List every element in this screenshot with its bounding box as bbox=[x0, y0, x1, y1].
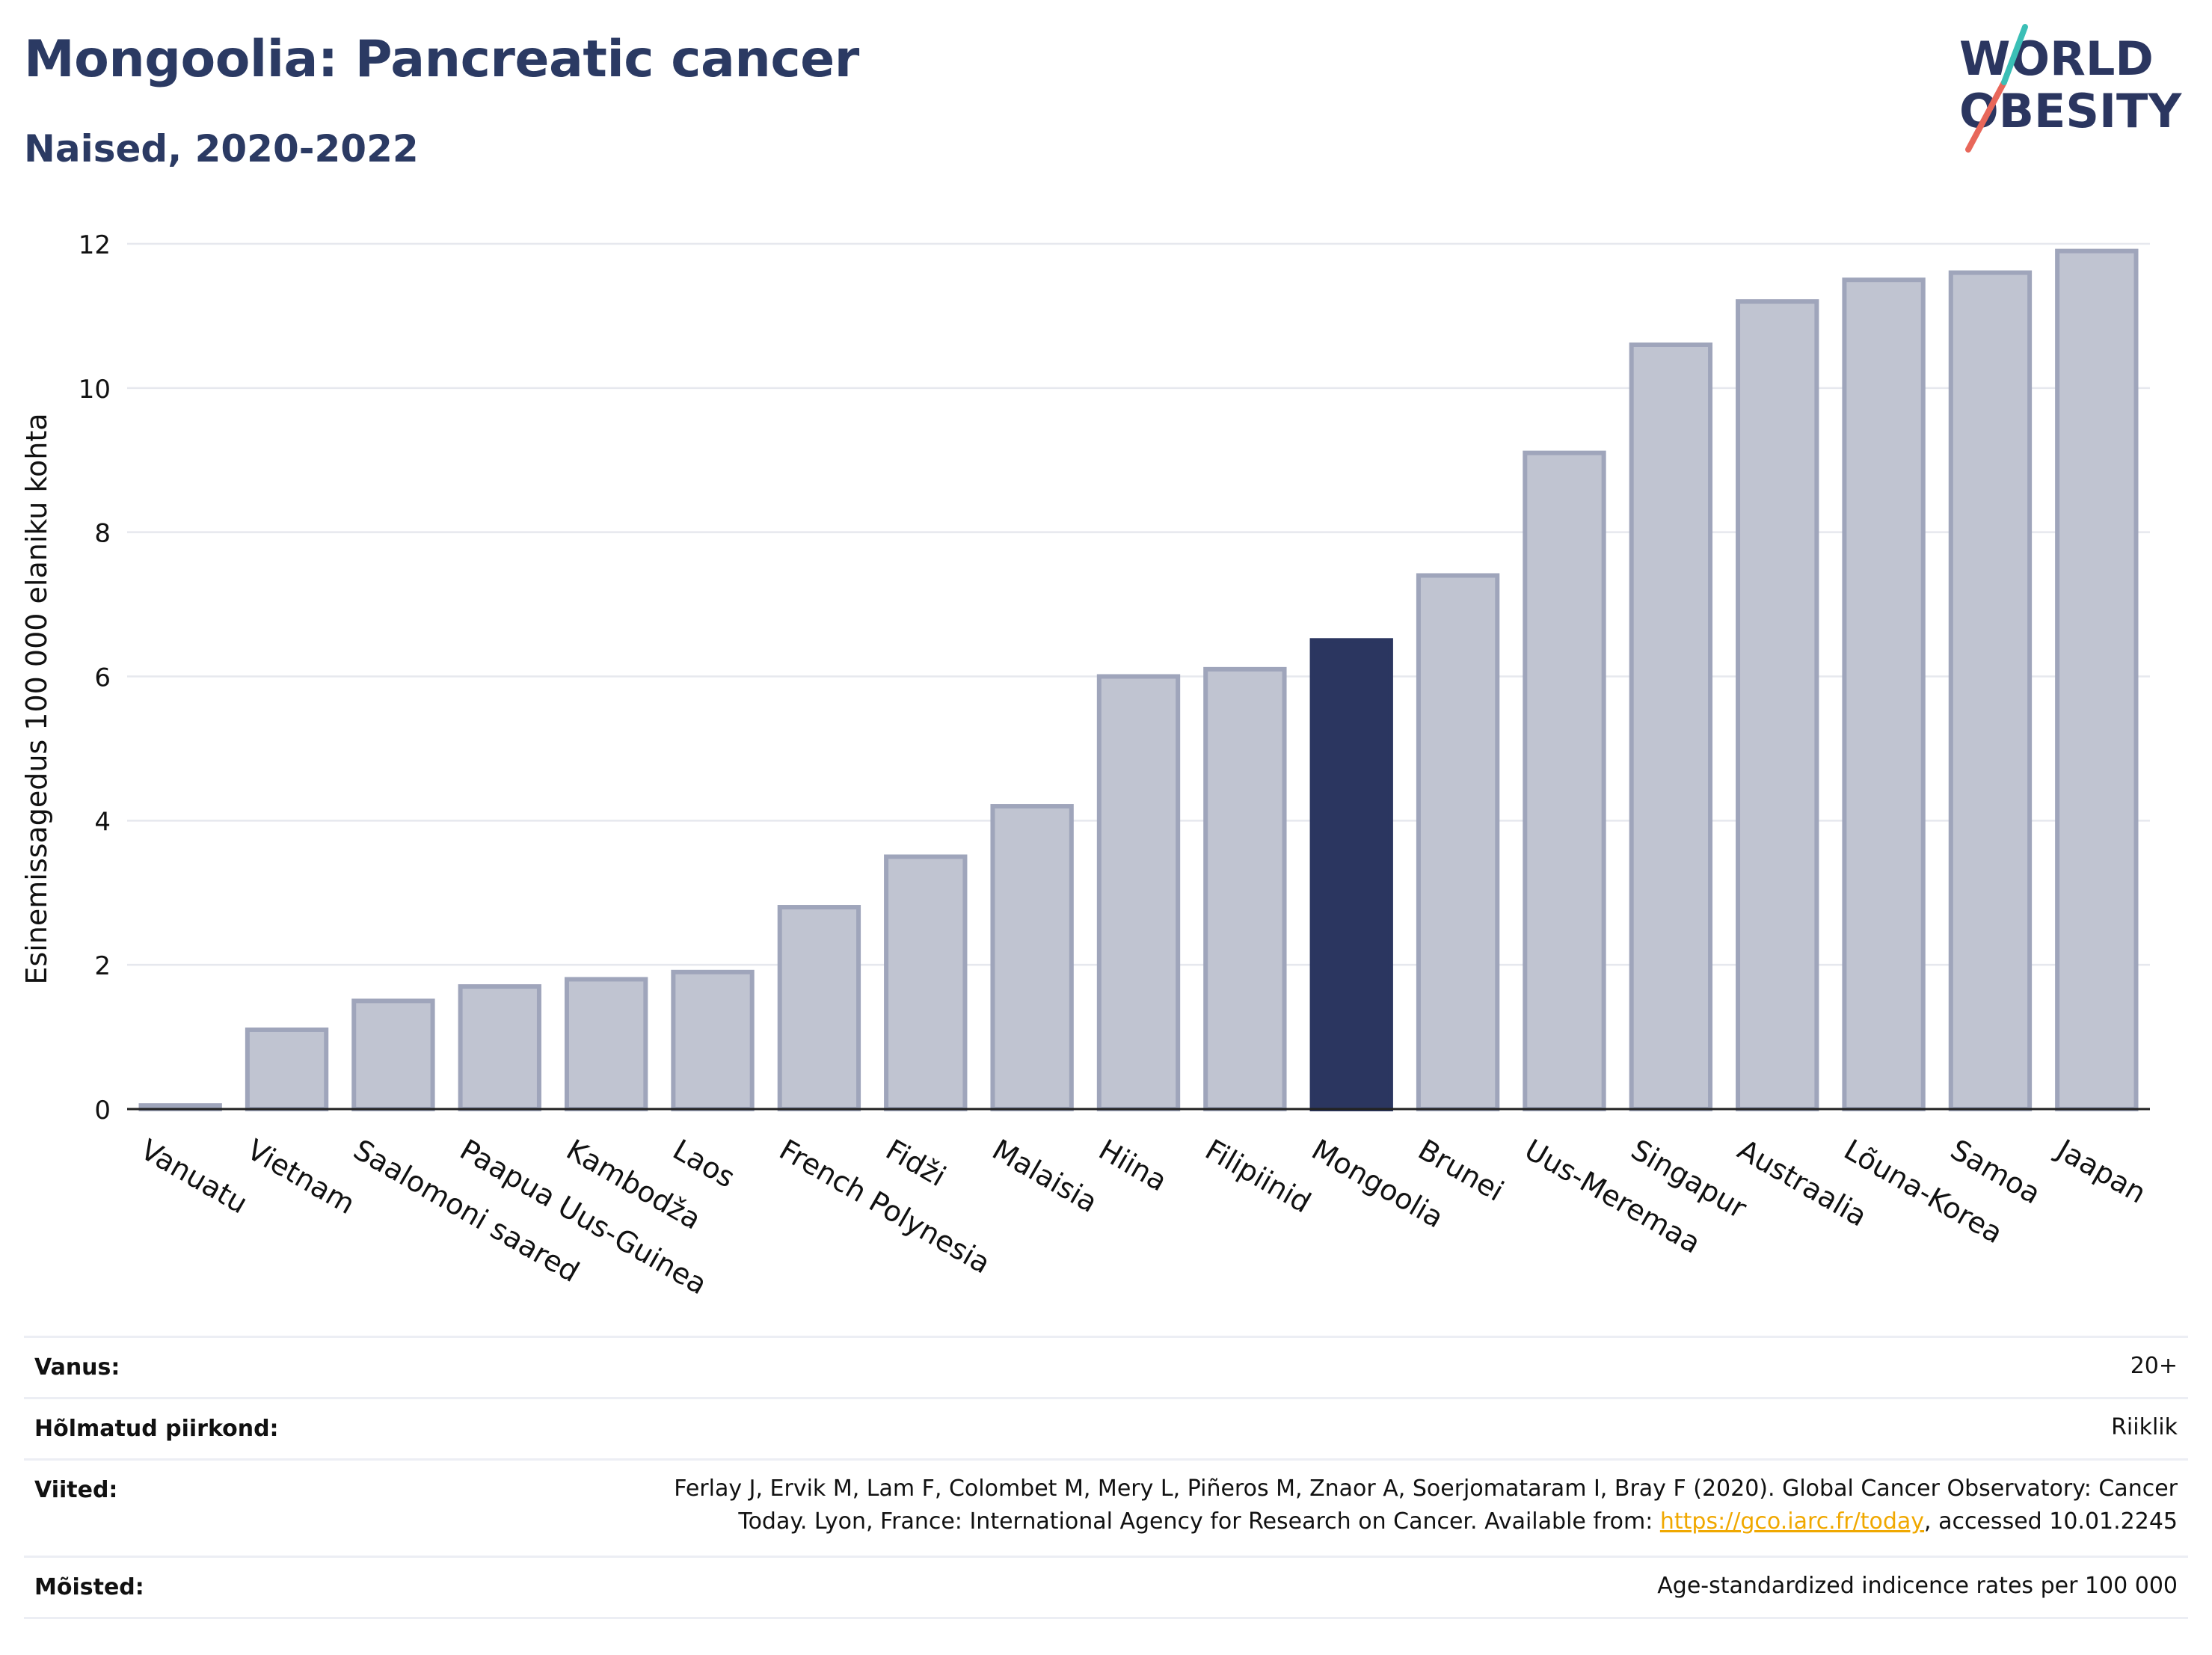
logo-line1: WORLD bbox=[1959, 31, 2154, 86]
bar-l-una-korea[interactable] bbox=[1842, 277, 1926, 1111]
y-tick-label: 0 bbox=[94, 1096, 111, 1126]
x-tick-label: Hiina bbox=[1093, 1133, 1173, 1198]
meta-label: Mõisted: bbox=[34, 1574, 144, 1600]
x-tick-label: Jaapan bbox=[2050, 1132, 2152, 1210]
meta-row: Vanus: 20+ bbox=[24, 1336, 2188, 1399]
y-tick-label: 4 bbox=[94, 807, 111, 837]
bar-malaisia[interactable] bbox=[990, 804, 1074, 1112]
bar-fid-i[interactable] bbox=[884, 854, 968, 1111]
bar-vietnam[interactable] bbox=[245, 1027, 329, 1111]
x-tick-label: Uus-Meremaa bbox=[1519, 1133, 1706, 1260]
y-axis-ticks: 0 2 4 6 8 10 12 bbox=[79, 230, 111, 1126]
x-tick-label: Fidži bbox=[880, 1133, 951, 1193]
bar-mongoolia[interactable] bbox=[1309, 638, 1393, 1111]
bar-jaapan[interactable] bbox=[2055, 248, 2139, 1111]
page-subtitle: Naised, 2020-2022 bbox=[24, 127, 419, 171]
bar-samoa[interactable] bbox=[1948, 270, 2033, 1112]
bar-saalomoni-saared[interactable] bbox=[351, 998, 435, 1111]
x-tick-label: Vanuatu bbox=[135, 1133, 254, 1220]
meta-value: 20+ bbox=[2130, 1353, 2178, 1379]
bar-uus-meremaa[interactable] bbox=[1523, 450, 1606, 1111]
meta-value: Ferlay J, Ervik M, Lam F, Colombet M, Me… bbox=[674, 1476, 2178, 1535]
y-tick-label: 6 bbox=[94, 663, 111, 693]
meta-bottom-border bbox=[24, 1617, 2188, 1619]
bar-brunei[interactable] bbox=[1416, 573, 1500, 1111]
world-obesity-logo: WORLD OBESITY bbox=[1959, 24, 2182, 153]
bar-hiina[interactable] bbox=[1096, 674, 1181, 1111]
y-tick-label: 8 bbox=[94, 519, 111, 549]
y-tick-label: 12 bbox=[79, 230, 111, 260]
meta-row: Mõisted: Age-standardized indicence rates… bbox=[24, 1556, 2188, 1619]
bar-laos[interactable] bbox=[671, 969, 755, 1112]
x-tick-label: Laos bbox=[668, 1133, 741, 1194]
meta-label: Viited: bbox=[34, 1477, 118, 1503]
y-tick-label: 10 bbox=[79, 375, 111, 405]
meta-value: Riiklik bbox=[2111, 1414, 2178, 1440]
bar-kambod-a[interactable] bbox=[564, 977, 648, 1111]
x-tick-label: Malaisia bbox=[987, 1133, 1103, 1219]
y-tick-label: 2 bbox=[94, 951, 111, 981]
bar-singapur[interactable] bbox=[1629, 342, 1713, 1111]
meta-row: Viited: Ferlay J, Ervik M, Lam F, Colombe… bbox=[24, 1458, 2188, 1558]
x-tick-label: Filipiinid bbox=[1199, 1133, 1316, 1219]
meta-row: Hõlmatud piirkond: Riiklik bbox=[24, 1397, 2188, 1461]
page-title: Mongoolia: Pancreatic cancer bbox=[24, 30, 859, 89]
bar-paapua-uus-guinea[interactable] bbox=[458, 984, 541, 1112]
y-axis-title: Esinemissagedus 100 000 elaniku kohta bbox=[20, 413, 53, 984]
meta-label: Vanus: bbox=[34, 1354, 120, 1381]
meta-label: Hõlmatud piirkond: bbox=[34, 1416, 279, 1442]
reference-link[interactable]: https://gco.iarc.fr/today bbox=[1659, 1508, 1925, 1535]
meta-value: Age-standardized indicence rates per 100… bbox=[1657, 1573, 2178, 1599]
x-tick-label: Vietnam bbox=[242, 1133, 360, 1220]
bar-austraalia[interactable] bbox=[1736, 299, 1819, 1112]
bar-filipiinid[interactable] bbox=[1203, 666, 1287, 1111]
bars bbox=[138, 248, 2139, 1112]
bar-french-polynesia[interactable] bbox=[777, 905, 861, 1111]
